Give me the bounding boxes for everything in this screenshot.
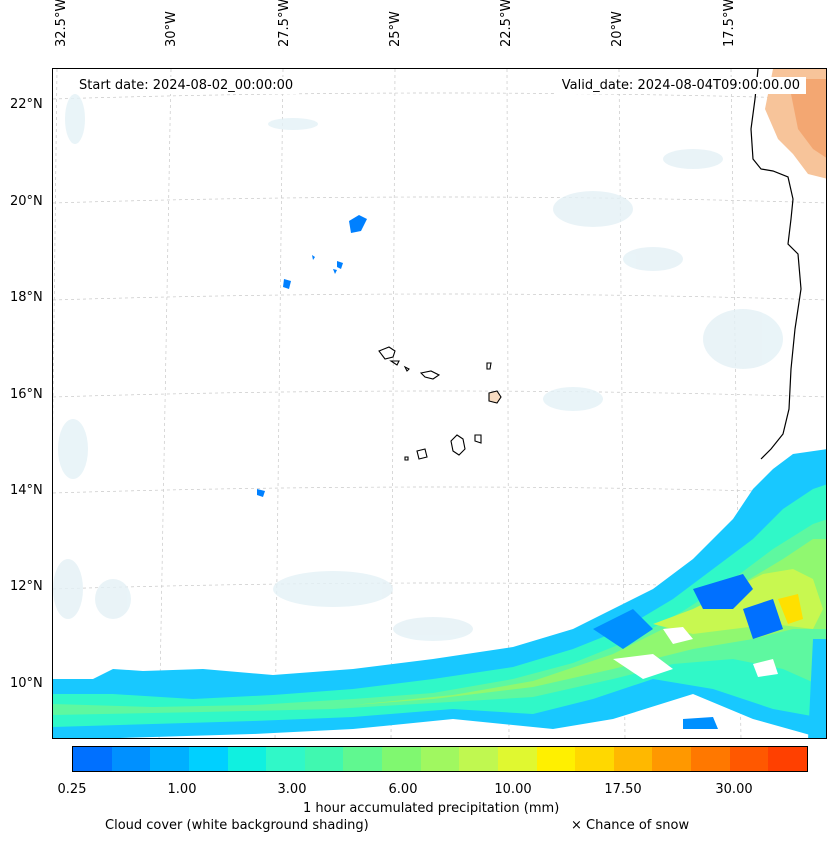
colorbar-label: 1 hour accumulated precipitation (mm) — [303, 801, 560, 816]
colorbar-swatch — [536, 747, 576, 771]
lat-label: 20°N — [10, 194, 43, 209]
coastline — [750, 69, 802, 460]
colorbar-swatch — [497, 747, 537, 771]
lon-label: 25°W — [388, 11, 403, 47]
islands — [378, 346, 502, 461]
colorbar-swatch — [111, 747, 151, 771]
precip-orange-patch — [765, 69, 826, 179]
lat-label: 16°N — [10, 387, 43, 402]
colorbar-tick-label: 17.50 — [604, 782, 642, 797]
colorbar-swatch — [266, 747, 305, 771]
colorbar — [72, 746, 808, 772]
lon-label: 30°W — [164, 11, 179, 47]
colorbar-swatch — [575, 747, 614, 771]
colorbar-swatch — [227, 747, 267, 771]
lat-label: 14°N — [10, 483, 43, 498]
colorbar-swatch — [304, 747, 344, 771]
lon-label: 32.5°W — [54, 0, 69, 47]
colorbar-swatch — [73, 747, 112, 771]
colorbar-swatch — [691, 747, 730, 771]
lat-label: 10°N — [10, 676, 43, 691]
colorbar-swatch — [613, 747, 653, 771]
colorbar-tick-label: 10.00 — [494, 782, 532, 797]
lon-label: 27.5°W — [277, 0, 292, 47]
lon-label: 17.5°W — [722, 0, 737, 47]
snow-legend: × Chance of snow — [571, 818, 690, 833]
start-date-label: Start date: 2024-08-02_00:00:00 — [73, 77, 300, 94]
colorbar-swatch — [188, 747, 228, 771]
colorbar-swatch — [729, 747, 769, 771]
cloud-cover-note: Cloud cover (white background shading) — [105, 818, 369, 833]
colorbar-tick-label: 1.00 — [167, 782, 197, 797]
map-canvas — [53, 69, 826, 738]
valid-date-label: Valid_date: 2024-08-04T09:00:00.00 — [555, 77, 806, 94]
precip-spots — [257, 215, 367, 497]
colorbar-swatch — [652, 747, 691, 771]
precipitation-band — [53, 449, 826, 738]
colorbar-tick-label: 3.00 — [277, 782, 307, 797]
colorbar-swatch — [382, 747, 421, 771]
colorbar-swatch — [768, 747, 807, 771]
lat-label: 22°N — [10, 97, 43, 112]
cloud-cover-shading — [53, 94, 783, 641]
colorbar-swatch — [459, 747, 498, 771]
colorbar-swatch — [420, 747, 460, 771]
colorbar-tick-label: 0.25 — [57, 782, 87, 797]
lon-label: 22.5°W — [499, 0, 514, 47]
lat-label: 18°N — [10, 290, 43, 305]
map-panel[interactable]: Start date: 2024-08-02_00:00:00 Valid_da… — [52, 68, 827, 739]
colorbar-swatch — [343, 747, 382, 771]
lat-label: 12°N — [10, 579, 43, 594]
colorbar-swatch — [150, 747, 189, 771]
colorbar-tick-label: 6.00 — [388, 782, 418, 797]
lon-label: 20°W — [610, 11, 625, 47]
colorbar-tick-label: 30.00 — [715, 782, 753, 797]
